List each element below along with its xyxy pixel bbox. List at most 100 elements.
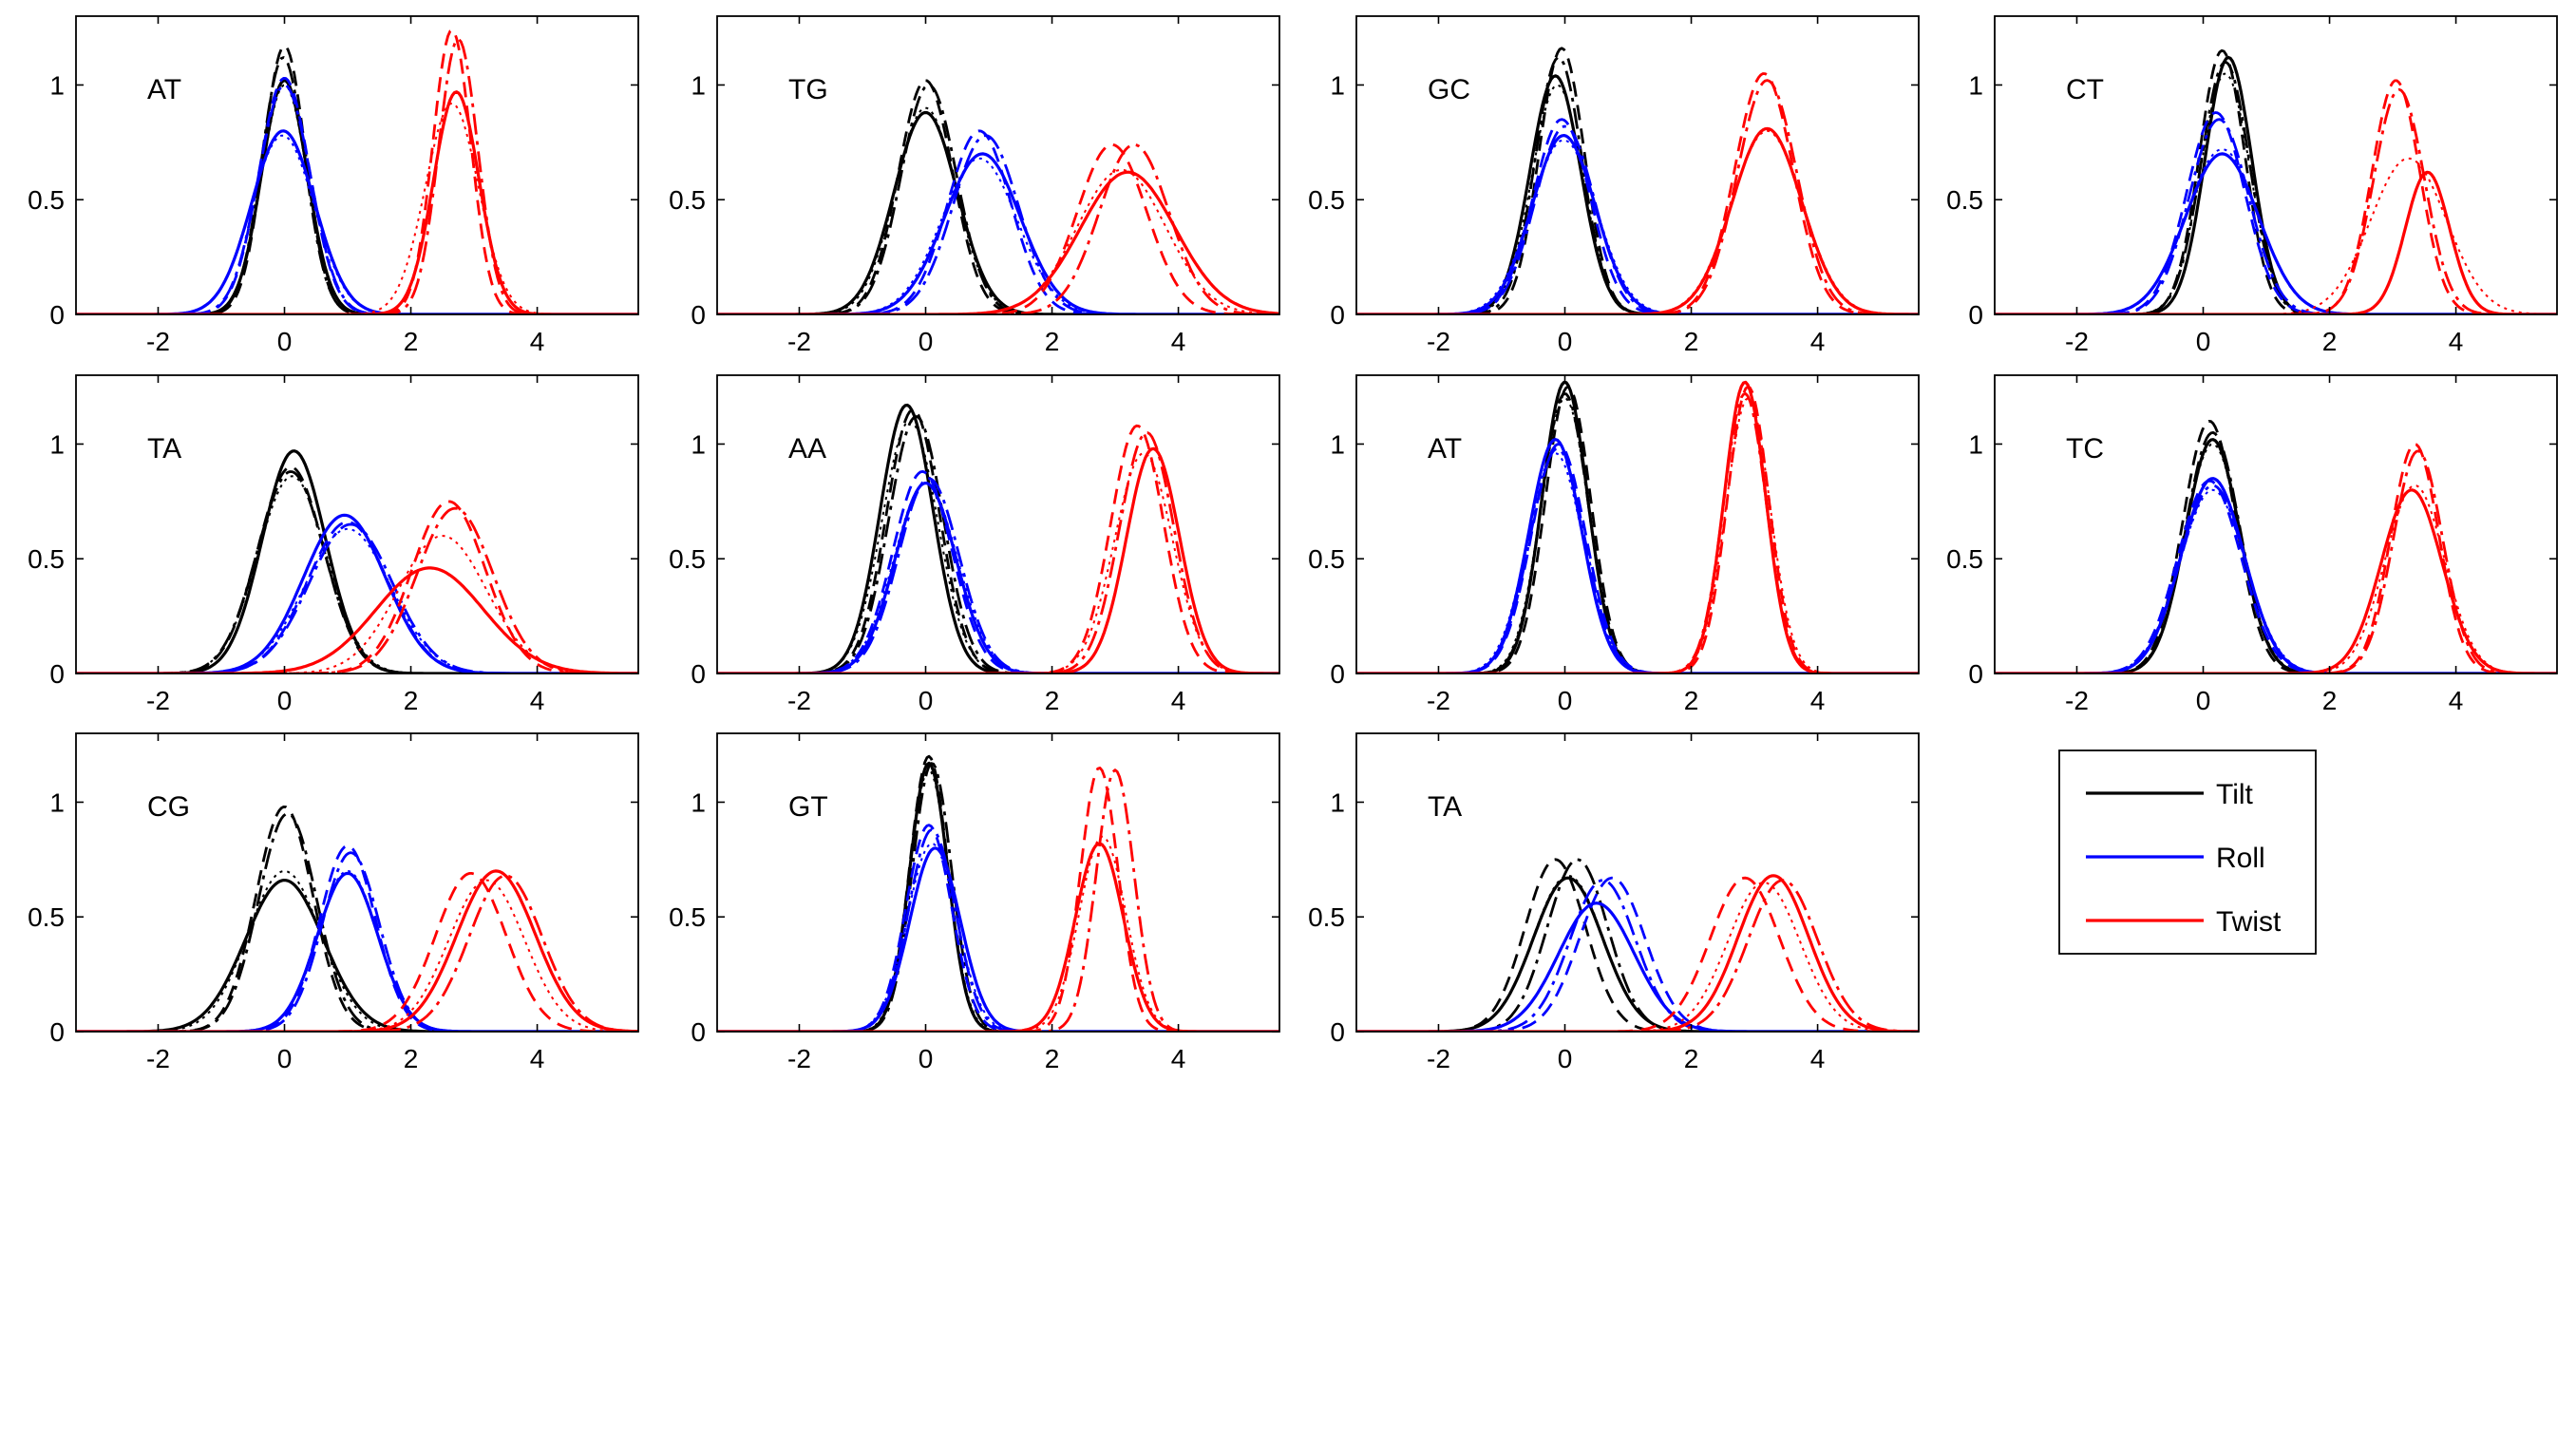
y-tick-label: 0 <box>1968 300 1983 330</box>
curve-roll-solid <box>717 482 1279 674</box>
x-tick-label: 0 <box>1558 686 1573 715</box>
curve-tilt-dash-dot <box>1995 431 2557 674</box>
y-tick-label: 0.5 <box>1308 902 1345 932</box>
curve-tilt-dashed <box>1356 858 1919 1032</box>
x-tick-label: -2 <box>787 327 811 356</box>
curve-tilt-solid <box>1356 74 1919 314</box>
panel-ta-11: -2 0 2 4 0 0.5 1 TA <box>1308 732 1920 1073</box>
y-tick-label: 0.5 <box>669 185 706 215</box>
x-tick-label: 2 <box>404 686 419 715</box>
panel-label: TA <box>1428 791 1462 823</box>
curve-tilt-dash-dot <box>1995 61 2557 314</box>
curve-tilt-dotted <box>717 106 1279 314</box>
curve-roll-dotted <box>717 843 1279 1032</box>
curve-twist-dotted <box>76 102 638 314</box>
y-tick-label: 1 <box>49 429 65 459</box>
x-tick-label: 4 <box>530 327 545 356</box>
curve-tilt-solid <box>1995 438 2557 674</box>
curve-tilt-dashed <box>76 806 638 1032</box>
curve-tilt-solid <box>717 110 1279 314</box>
y-tick-label: 0.5 <box>1308 185 1345 215</box>
x-tick-label: 4 <box>1810 1044 1826 1073</box>
curve-roll-dashed <box>76 77 638 314</box>
curve-twist-dashed <box>1995 443 2557 674</box>
y-tick-label: 1 <box>1968 429 1983 459</box>
y-tick-label: 0 <box>1330 659 1345 689</box>
axes-frame <box>1994 15 2558 315</box>
curve-twist-dotted <box>717 835 1279 1032</box>
curve-twist-dashed <box>76 500 638 674</box>
x-tick-label: 4 <box>1171 686 1186 715</box>
curve-tilt-dashed <box>717 79 1279 314</box>
curve-twist-dashed <box>1356 876 1919 1032</box>
curve-tilt-solid <box>1995 55 2557 314</box>
curve-twist-dash-dot <box>1995 87 2557 314</box>
x-tick-label: -2 <box>1427 1044 1450 1073</box>
curve-roll-dash-dot <box>717 134 1279 314</box>
curve-tilt-dash-dot <box>1356 858 1919 1032</box>
x-tick-label: -2 <box>2065 686 2089 715</box>
x-tick-label: 2 <box>2322 327 2338 356</box>
panel-cg-9: -2 0 2 4 0 0.5 1 CG <box>28 732 639 1073</box>
panel-label: TC <box>2066 433 2104 465</box>
x-tick-label: 4 <box>1171 327 1186 356</box>
y-tick-label: 0.5 <box>669 544 706 574</box>
curve-twist-dash-dot <box>717 431 1279 674</box>
curve-roll-dash-dot <box>1995 484 2557 674</box>
x-tick-label: 0 <box>919 327 934 356</box>
curve-twist-solid <box>717 446 1279 674</box>
panel-aa-6: -2 0 2 4 0 0.5 1 AA <box>669 374 1280 715</box>
legend: Tilt Roll Twist <box>2058 749 2317 955</box>
y-tick-label: 0 <box>1330 300 1345 330</box>
y-tick-label: 1 <box>691 429 706 459</box>
y-tick-label: 1 <box>49 70 65 100</box>
curve-roll-solid <box>717 152 1279 314</box>
axes-frame <box>716 15 1280 315</box>
panel-label: CT <box>2066 74 2104 105</box>
y-tick-label: 0 <box>49 300 65 330</box>
x-tick-label: 0 <box>1558 327 1573 356</box>
curve-roll-dash-dot <box>717 477 1279 674</box>
axes-frame <box>716 374 1280 674</box>
panel-label: AT <box>147 74 181 105</box>
curve-tilt-dotted <box>76 870 638 1032</box>
y-tick-label: 0.5 <box>28 185 65 215</box>
curve-roll-dashed <box>1995 111 2557 314</box>
y-tick-label: 0.5 <box>669 902 706 932</box>
curve-roll-dash-dot <box>76 522 638 674</box>
y-tick-label: 1 <box>691 70 706 100</box>
curve-twist-dotted <box>76 535 638 674</box>
curve-roll-dashed <box>1356 118 1919 314</box>
x-tick-label: 2 <box>1684 686 1699 715</box>
panel-label: AT <box>1428 433 1462 465</box>
curve-twist-solid <box>1356 126 1919 314</box>
x-tick-label: 2 <box>404 327 419 356</box>
x-tick-label: 0 <box>2196 327 2211 356</box>
curve-roll-solid <box>76 871 638 1032</box>
curve-roll-solid <box>1356 438 1919 674</box>
curve-roll-dotted <box>76 527 638 674</box>
curve-roll-dash-dot <box>1356 446 1919 674</box>
x-tick-label: -2 <box>146 327 170 356</box>
x-tick-label: -2 <box>146 1044 170 1073</box>
y-tick-label: 0.5 <box>28 902 65 932</box>
y-tick-label: 1 <box>691 787 706 817</box>
y-tick-label: 0 <box>49 1017 65 1047</box>
curve-roll-dashed <box>717 824 1279 1032</box>
x-tick-label: 2 <box>1684 1044 1699 1073</box>
curve-tilt-dash-dot <box>76 812 638 1032</box>
curve-twist-dotted <box>76 879 638 1032</box>
curve-roll-dashed <box>717 129 1279 314</box>
curve-roll-dotted <box>76 870 638 1032</box>
curve-twist-dotted <box>717 452 1279 674</box>
panel-label: TG <box>788 74 828 105</box>
y-tick-label: 1 <box>1330 429 1345 459</box>
axes-frame <box>716 732 1280 1033</box>
curve-roll-dashed <box>1995 479 2557 674</box>
x-tick-label: 4 <box>1171 1044 1186 1073</box>
curve-roll-dash-dot <box>717 828 1279 1032</box>
x-tick-label: 0 <box>277 1044 293 1073</box>
curve-tilt-dotted <box>76 84 638 314</box>
panel-label: GT <box>788 791 828 823</box>
panel-label: AA <box>788 433 826 465</box>
